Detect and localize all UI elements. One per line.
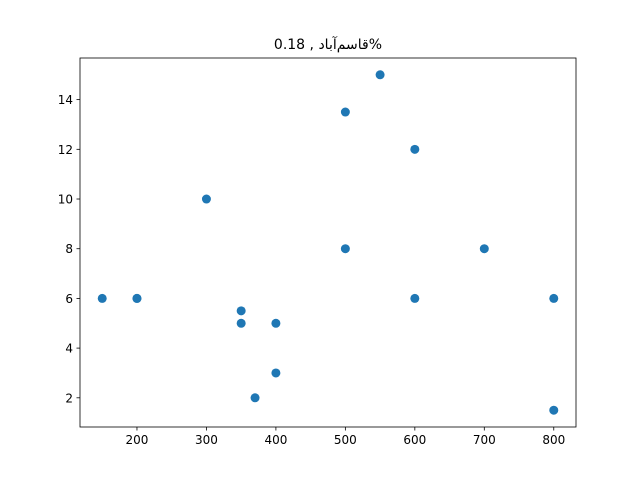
data-point xyxy=(375,70,385,80)
y-tick-label: 8 xyxy=(65,242,73,256)
data-point xyxy=(201,194,211,204)
x-tick-label: 500 xyxy=(334,433,357,447)
data-point xyxy=(549,405,559,415)
data-point xyxy=(271,368,281,378)
data-point xyxy=(410,293,420,303)
x-tick-label: 200 xyxy=(126,433,149,447)
chart-title: قاسم‌آباد , 0.18% xyxy=(274,36,382,53)
y-tick-label: 14 xyxy=(58,93,73,107)
y-tick-label: 10 xyxy=(58,193,73,207)
y-axis-ticks: 2 4 6 8 10 12 14 xyxy=(58,93,80,405)
data-point xyxy=(236,318,246,328)
data-point xyxy=(549,293,559,303)
data-point xyxy=(271,318,281,328)
y-tick-label: 12 xyxy=(58,143,73,157)
data-point xyxy=(410,144,420,154)
x-tick-label: 300 xyxy=(195,433,218,447)
x-tick-label: 700 xyxy=(473,433,496,447)
y-tick-label: 4 xyxy=(65,342,73,356)
x-tick-label: 400 xyxy=(264,433,287,447)
plot-area-frame xyxy=(79,57,577,428)
x-tick-label: 600 xyxy=(403,433,426,447)
y-tick-label: 2 xyxy=(65,391,73,405)
data-point xyxy=(250,393,260,403)
data-point xyxy=(340,244,350,254)
points-layer xyxy=(97,70,559,415)
y-tick-label: 6 xyxy=(65,292,73,306)
x-axis-ticks: 200 300 400 500 600 700 800 xyxy=(126,427,565,447)
x-tick-label: 800 xyxy=(542,433,565,447)
data-point xyxy=(340,107,350,117)
data-point xyxy=(132,293,142,303)
data-point xyxy=(479,244,489,254)
data-point xyxy=(236,306,246,316)
data-point xyxy=(97,293,107,303)
